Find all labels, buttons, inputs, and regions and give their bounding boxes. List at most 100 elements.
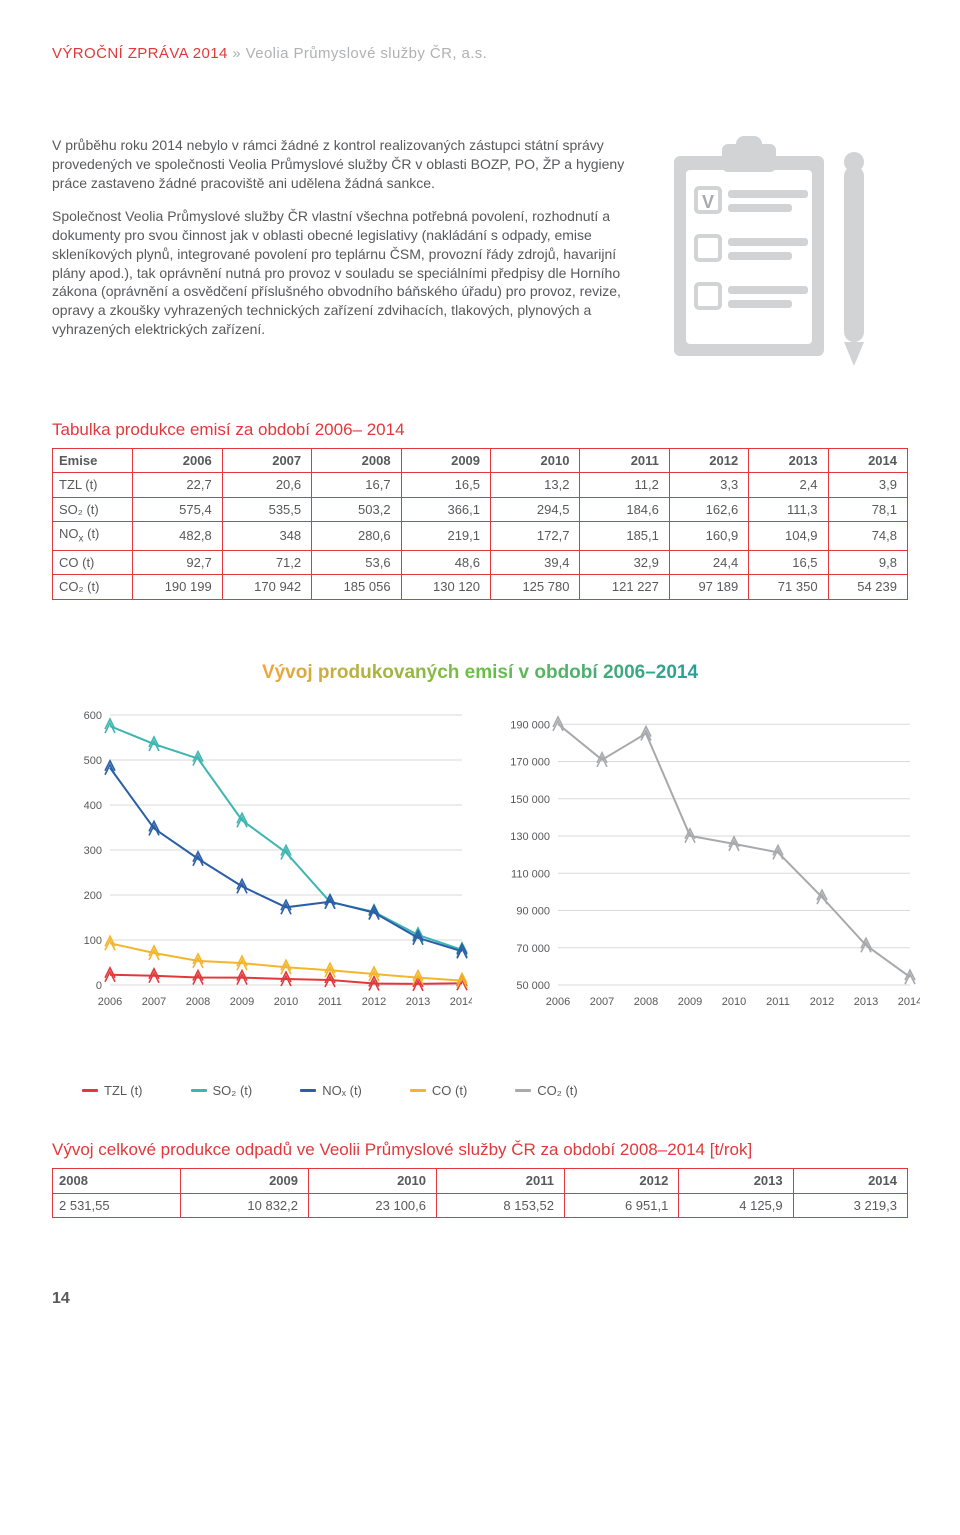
table-cell: 97 189: [669, 575, 748, 600]
table-cell: 20,6: [222, 473, 311, 498]
table-header: 2013: [749, 448, 828, 473]
table-cell: 125 780: [491, 575, 580, 600]
legend-item: SO₂ (t): [191, 1082, 253, 1100]
table-cell: 16,5: [401, 473, 490, 498]
svg-text:100: 100: [84, 935, 102, 947]
table-cell: 48,6: [401, 550, 490, 575]
table-cell: 11,2: [580, 473, 669, 498]
table-row: CO₂ (t)190 199170 942185 056130 120125 7…: [53, 575, 908, 600]
table-header: 2009: [181, 1169, 309, 1194]
paragraph-2: Společnost Veolia Průmyslové služby ČR v…: [52, 207, 644, 339]
table-cell: 535,5: [222, 497, 311, 522]
table-cell: TZL (t): [53, 473, 133, 498]
table-row: 2 531,5510 832,223 100,68 153,526 951,14…: [53, 1193, 908, 1218]
report-header: VÝROČNÍ ZPRÁVA 2014 » Veolia Průmyslové …: [52, 44, 908, 64]
table-cell: 190 199: [133, 575, 222, 600]
table-header: 2012: [669, 448, 748, 473]
table-cell: 6 951,1: [565, 1193, 679, 1218]
table-header: 2007: [222, 448, 311, 473]
svg-text:2009: 2009: [678, 996, 702, 1008]
charts-row: 0100200300400500600200620072008200920102…: [52, 705, 908, 1022]
table-cell: CO (t): [53, 550, 133, 575]
svg-text:200: 200: [84, 890, 102, 902]
clipboard-icon: V: [668, 136, 908, 383]
table-header: 2008: [53, 1169, 181, 1194]
table-header: 2012: [565, 1169, 679, 1194]
svg-text:2013: 2013: [854, 996, 878, 1008]
emissions-table: Emise20062007200820092010201120122013201…: [52, 448, 908, 600]
table-cell: 184,6: [580, 497, 669, 522]
chart-right: 50 00070 00090 000110 000130 000150 0001…: [500, 705, 920, 1022]
table-header: 2011: [580, 448, 669, 473]
svg-text:2008: 2008: [186, 996, 210, 1008]
chart-left: 0100200300400500600200620072008200920102…: [52, 705, 472, 1022]
table-cell: 71 350: [749, 575, 828, 600]
svg-text:2012: 2012: [362, 996, 386, 1008]
table-cell: 348: [222, 522, 311, 550]
legend-swatch: [410, 1089, 426, 1092]
table-cell: 172,7: [491, 522, 580, 550]
legend-item: NOₓ (t): [300, 1082, 362, 1100]
table-header: 2014: [828, 448, 907, 473]
table-header: 2013: [679, 1169, 793, 1194]
legend-item: CO (t): [410, 1082, 467, 1100]
table-cell: 185 056: [312, 575, 401, 600]
intro-text-block: V průběhu roku 2014 nebylo v rámci žádné…: [52, 136, 644, 383]
table-cell: 162,6: [669, 497, 748, 522]
svg-text:2010: 2010: [722, 996, 746, 1008]
svg-text:300: 300: [84, 845, 102, 857]
svg-text:150 000: 150 000: [510, 794, 550, 806]
legend-label: TZL (t): [104, 1082, 143, 1100]
table-cell: 54 239: [828, 575, 907, 600]
table-cell: 16,7: [312, 473, 401, 498]
company-name: Veolia Průmyslové služby ČR, a.s.: [246, 45, 488, 62]
svg-text:2006: 2006: [98, 996, 122, 1008]
table-cell: 13,2: [491, 473, 580, 498]
table-row: TZL (t)22,720,616,716,513,211,23,32,43,9: [53, 473, 908, 498]
svg-text:V: V: [702, 192, 714, 212]
emissions-table-title: Tabulka produkce emisí za období 2006– 2…: [52, 419, 908, 442]
svg-text:2014: 2014: [898, 996, 920, 1008]
legend-label: NOₓ (t): [322, 1082, 362, 1100]
svg-text:2010: 2010: [274, 996, 298, 1008]
paragraph-1: V průběhu roku 2014 nebylo v rámci žádné…: [52, 136, 644, 193]
table-cell: 2,4: [749, 473, 828, 498]
table-cell: 503,2: [312, 497, 401, 522]
table-cell: 482,8: [133, 522, 222, 550]
table-row: SO₂ (t)575,4535,5503,2366,1294,5184,6162…: [53, 497, 908, 522]
table-cell: 53,6: [312, 550, 401, 575]
table-cell: 130 120: [401, 575, 490, 600]
table-cell: 9,8: [828, 550, 907, 575]
table-cell: 32,9: [580, 550, 669, 575]
table-header: 2006: [133, 448, 222, 473]
svg-text:600: 600: [84, 710, 102, 722]
table-cell: 280,6: [312, 522, 401, 550]
svg-text:2007: 2007: [142, 996, 166, 1008]
legend-label: CO₂ (t): [537, 1082, 577, 1100]
table-cell: 111,3: [749, 497, 828, 522]
svg-text:2009: 2009: [230, 996, 254, 1008]
table-header: 2008: [312, 448, 401, 473]
table-header: 2014: [793, 1169, 907, 1194]
table-cell: 294,5: [491, 497, 580, 522]
legend-swatch: [191, 1089, 207, 1092]
legend-item: CO₂ (t): [515, 1082, 577, 1100]
table-cell: 92,7: [133, 550, 222, 575]
svg-text:500: 500: [84, 755, 102, 767]
table-header: 2011: [437, 1169, 565, 1194]
table-cell: NOx (t): [53, 522, 133, 550]
chart-legend: TZL (t) SO₂ (t) NOₓ (t) CO (t) CO₂ (t): [52, 1082, 908, 1100]
table-cell: 8 153,52: [437, 1193, 565, 1218]
svg-text:2011: 2011: [318, 996, 342, 1008]
svg-text:170 000: 170 000: [510, 757, 550, 769]
svg-text:90 000: 90 000: [516, 906, 550, 918]
table-cell: 4 125,9: [679, 1193, 793, 1218]
svg-text:130 000: 130 000: [510, 831, 550, 843]
svg-text:70 000: 70 000: [516, 943, 550, 955]
svg-text:2012: 2012: [810, 996, 834, 1008]
legend-item: TZL (t): [82, 1082, 143, 1100]
waste-table: 20082009201020112012201320142 531,5510 8…: [52, 1168, 908, 1218]
table-header: 2010: [309, 1169, 437, 1194]
table-header: 2009: [401, 448, 490, 473]
table-cell: 23 100,6: [309, 1193, 437, 1218]
